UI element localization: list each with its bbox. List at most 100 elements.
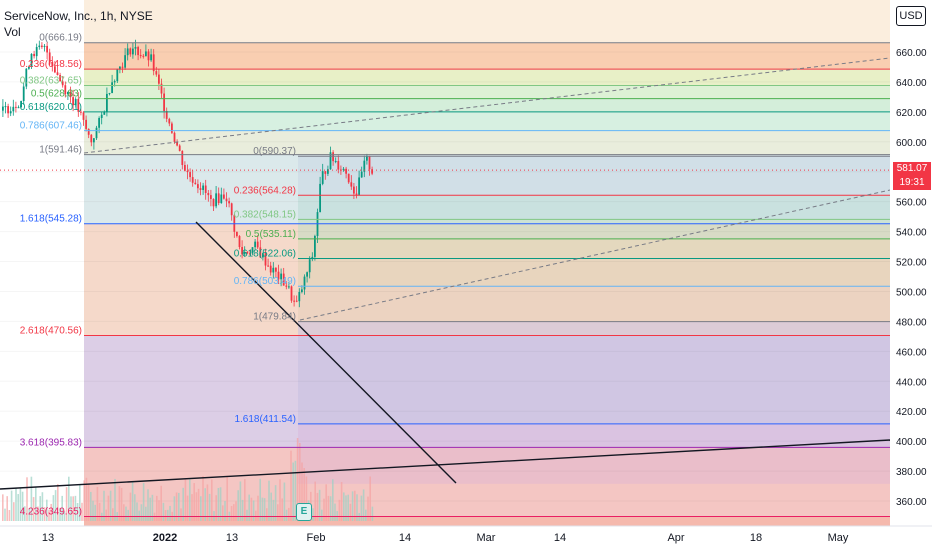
candle-body xyxy=(38,45,41,48)
candle-body xyxy=(324,171,327,174)
volume-bar xyxy=(233,504,235,521)
volume-bar xyxy=(57,484,59,521)
candle-body xyxy=(202,185,204,190)
volume-label[interactable]: Vol xyxy=(4,25,21,39)
candle-body xyxy=(285,285,288,287)
candle-body xyxy=(329,152,332,170)
price-tick: 360.00 xyxy=(896,497,927,508)
earnings-icon[interactable]: E xyxy=(296,503,312,521)
candle-body xyxy=(181,150,184,166)
candle-body xyxy=(197,184,199,189)
candle-body xyxy=(56,72,59,76)
candle-body xyxy=(126,48,129,56)
volume-bar xyxy=(98,502,101,521)
candle-body xyxy=(207,192,210,196)
volume-bar xyxy=(120,487,123,521)
zone-band-right xyxy=(298,195,890,220)
candle-body xyxy=(132,48,134,55)
candle-body xyxy=(147,51,150,61)
volume-bar xyxy=(362,489,365,521)
fib-label-right: 0.618(522.06) xyxy=(234,248,296,259)
fib-label-right: 0.786(503.49) xyxy=(234,276,296,287)
symbol-title[interactable]: ServiceNow, Inc., 1h, NYSE xyxy=(4,9,153,23)
volume-bar xyxy=(68,476,70,521)
volume-bar xyxy=(83,480,85,521)
currency-button[interactable]: USD xyxy=(896,6,926,26)
volume-bar xyxy=(109,490,112,521)
candle-body xyxy=(350,182,353,187)
trendline-long xyxy=(0,439,891,490)
volume-bar xyxy=(2,494,4,521)
volume-bar xyxy=(356,494,358,521)
trend-lines xyxy=(0,57,891,490)
volume-bar xyxy=(349,503,352,521)
candle-body xyxy=(95,127,98,139)
candle-body xyxy=(163,93,165,112)
volume-bar xyxy=(226,476,228,521)
time-tick: 2022 xyxy=(153,532,177,544)
candle-body xyxy=(371,169,373,174)
price-axis: 660.00640.00620.00600.00580.00560.00540.… xyxy=(890,0,932,550)
volume-bar xyxy=(52,495,55,521)
volume-bar xyxy=(252,500,255,521)
candle-body xyxy=(17,107,20,109)
volume-bar xyxy=(208,493,211,521)
zone-band xyxy=(84,42,890,70)
candle-body xyxy=(246,251,249,254)
zone-band-right xyxy=(298,258,890,287)
volume-bar xyxy=(281,498,283,521)
volume-bar xyxy=(277,504,279,521)
time-tick: 18 xyxy=(750,532,762,544)
candle-body xyxy=(43,45,46,47)
volume-bar xyxy=(32,497,35,521)
candle-body xyxy=(223,194,225,199)
candle-body xyxy=(142,55,145,57)
candle-body xyxy=(290,286,293,301)
volume-bar xyxy=(13,502,15,521)
volume-bar xyxy=(94,504,96,521)
candle-body xyxy=(342,168,345,170)
candle-body xyxy=(12,106,15,112)
candle-body xyxy=(134,47,137,49)
fib-label: 0.618(620.01) xyxy=(20,102,82,113)
price-tick: 520.00 xyxy=(896,258,927,269)
volume-bar xyxy=(222,505,224,521)
volume-bar xyxy=(283,482,286,521)
volume-bar xyxy=(167,509,169,521)
volume-bar xyxy=(142,482,145,521)
volume-bar xyxy=(164,510,167,521)
candle-body xyxy=(2,106,4,111)
candle-body xyxy=(236,231,238,237)
zone-top xyxy=(84,0,890,43)
volume-bar xyxy=(200,496,202,521)
fib-label-right: 1.618(411.54) xyxy=(234,414,296,425)
price-tick: 500.00 xyxy=(896,287,927,298)
candle-body xyxy=(366,156,368,161)
candle-body xyxy=(288,286,290,288)
volume-bar xyxy=(266,508,268,521)
candle-body xyxy=(321,171,324,184)
candle-body xyxy=(111,82,113,94)
candle-body xyxy=(314,236,316,257)
price-tick: 380.00 xyxy=(896,467,927,478)
candle-body xyxy=(259,247,262,258)
zone-band xyxy=(84,130,890,155)
candle-body xyxy=(90,134,93,143)
fib-level-lines xyxy=(0,42,890,517)
volume-bar xyxy=(28,508,30,521)
candle-body xyxy=(103,111,106,115)
volume-bar xyxy=(118,486,121,521)
volume-bar xyxy=(160,485,162,521)
volume-bar xyxy=(318,489,321,521)
candle-body xyxy=(69,91,72,98)
price-tick: 440.00 xyxy=(896,377,927,388)
volume-bar xyxy=(338,499,341,521)
candle-body xyxy=(61,81,64,86)
candle-body xyxy=(22,86,25,102)
candle-body xyxy=(59,75,61,82)
time-tick: 13 xyxy=(226,532,238,544)
volume-bar xyxy=(345,495,347,521)
time-tick: 14 xyxy=(399,532,411,544)
volume-bar xyxy=(74,495,77,521)
